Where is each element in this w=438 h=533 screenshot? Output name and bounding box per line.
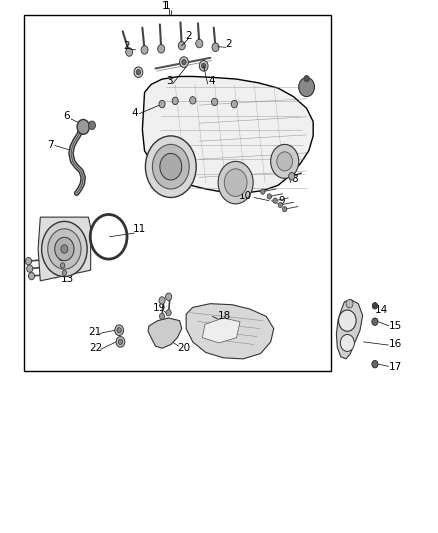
Circle shape [25,257,32,265]
Circle shape [145,136,196,198]
Circle shape [158,45,165,53]
Circle shape [159,313,165,320]
Text: 15: 15 [389,321,402,331]
Circle shape [59,255,64,261]
Circle shape [152,144,189,189]
Text: 2: 2 [123,41,130,51]
Circle shape [271,144,299,179]
Text: 1: 1 [164,2,171,11]
Circle shape [212,43,219,52]
Text: 16: 16 [389,339,402,349]
Text: 6: 6 [63,111,70,121]
Circle shape [231,100,237,108]
Circle shape [289,173,295,180]
Polygon shape [148,318,182,348]
Text: 20: 20 [177,343,191,353]
Text: 19: 19 [152,303,166,313]
Bar [24,15,331,371]
Circle shape [340,334,354,351]
Text: 7: 7 [47,141,54,150]
Text: 14: 14 [375,305,389,315]
Text: 5: 5 [303,86,310,96]
Text: 9: 9 [278,196,285,206]
Circle shape [61,245,68,253]
Circle shape [283,206,287,212]
Circle shape [141,46,148,54]
Circle shape [178,42,185,50]
Circle shape [60,263,65,268]
Circle shape [372,360,378,368]
Circle shape [273,198,277,203]
Polygon shape [186,304,274,359]
Circle shape [118,339,123,344]
Circle shape [346,300,353,308]
Circle shape [62,270,67,276]
Circle shape [196,39,203,48]
Circle shape [218,161,253,204]
Text: 4: 4 [208,76,215,86]
Circle shape [267,194,272,199]
Circle shape [190,96,196,104]
Polygon shape [38,217,91,281]
Circle shape [55,237,74,261]
Circle shape [115,325,124,335]
Text: 22: 22 [89,343,102,353]
Polygon shape [142,76,313,193]
Circle shape [159,100,165,108]
Text: 2: 2 [225,39,232,49]
Text: 18: 18 [218,311,231,321]
Text: 10: 10 [239,191,252,201]
Circle shape [180,57,188,67]
Circle shape [304,75,309,82]
Circle shape [136,69,141,75]
Circle shape [261,189,265,195]
Text: 8: 8 [291,174,298,184]
Circle shape [201,63,206,68]
Circle shape [160,154,182,180]
Circle shape [339,310,356,332]
Text: 13: 13 [61,274,74,284]
Circle shape [166,293,172,301]
Circle shape [172,97,178,104]
Text: 3: 3 [166,76,173,86]
Polygon shape [202,318,240,343]
Circle shape [166,310,171,316]
Circle shape [48,229,81,269]
Circle shape [117,328,121,333]
Polygon shape [336,300,363,359]
Text: 12: 12 [74,251,87,261]
Circle shape [372,318,378,326]
Circle shape [224,169,247,197]
Circle shape [199,61,208,71]
Circle shape [126,48,133,56]
Text: 1: 1 [161,1,168,11]
Text: 11: 11 [133,224,146,235]
Text: 21: 21 [88,327,101,337]
Circle shape [42,221,87,277]
Circle shape [277,152,293,171]
Circle shape [77,119,89,134]
Circle shape [278,202,283,207]
Circle shape [134,67,143,77]
Circle shape [182,60,186,65]
Circle shape [88,121,95,130]
Text: 4: 4 [131,108,138,118]
Text: 17: 17 [389,362,402,373]
Circle shape [28,272,35,280]
Circle shape [212,98,218,106]
Circle shape [372,303,378,309]
Text: 2: 2 [185,30,192,41]
Circle shape [27,265,33,272]
Circle shape [159,297,165,304]
Circle shape [299,77,314,96]
Circle shape [116,336,125,347]
